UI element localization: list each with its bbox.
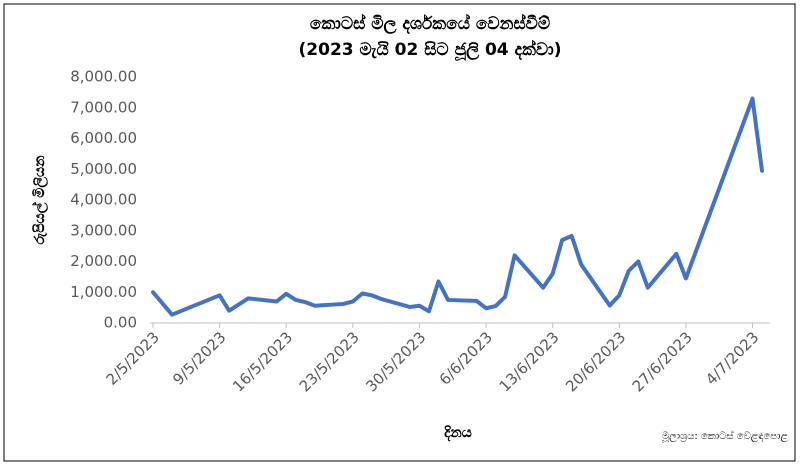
y-tick-label: 7,000.00 — [70, 98, 137, 116]
y-tick-label: 5,000.00 — [70, 160, 137, 178]
y-tick-label: 8,000.00 — [70, 68, 137, 86]
y-tick-label: 2,000.00 — [70, 252, 137, 270]
y-tick-label: 3,000.00 — [70, 221, 137, 239]
data-line — [151, 96, 764, 317]
x-axis-title: දිනය — [444, 425, 472, 442]
y-axis-title: රුපියල් මිලියන — [31, 155, 49, 245]
source-note: මූලාශ්‍රය: කොටස් වෙළඳපොළ — [661, 429, 788, 442]
chart-subtitle: (2023 මැයි 02 සිට ජූලි 04 දක්වා) — [299, 39, 562, 61]
y-tick-label: 0.00 — [104, 314, 137, 332]
chart-title: කොටස් මිල දර්ශකයේ වෙනස්වීම් — [310, 13, 550, 35]
frame — [3, 3, 796, 462]
y-tick-label: 4,000.00 — [70, 191, 137, 209]
y-tick-label: 1,000.00 — [70, 283, 137, 301]
y-tick-label: 6,000.00 — [70, 129, 137, 147]
